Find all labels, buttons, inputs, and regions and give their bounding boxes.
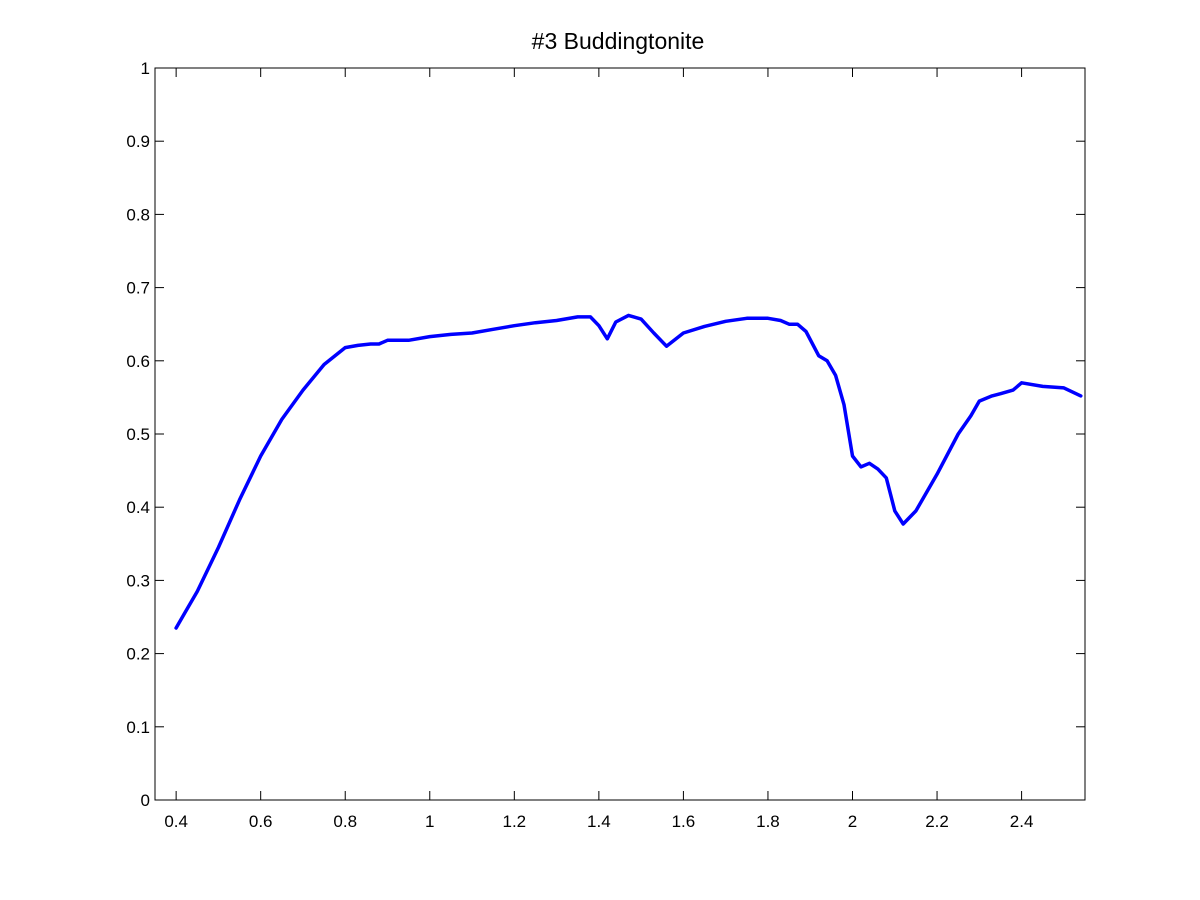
x-tick-label: 1.4: [587, 812, 611, 831]
y-tick-label: 0.5: [126, 425, 150, 444]
y-tick-label: 0.3: [126, 571, 150, 590]
x-tick-label: 2.4: [1010, 812, 1034, 831]
x-tick-label: 0.6: [249, 812, 273, 831]
y-tick-label: 0.7: [126, 279, 150, 298]
series-layer: [174, 313, 1083, 630]
y-tick-label: 0: [141, 791, 150, 810]
series-line: [174, 313, 1083, 630]
x-tick-label: 0.8: [333, 812, 357, 831]
y-tick-label: 0.1: [126, 718, 150, 737]
chart-title: #3 Buddingtonite: [532, 28, 705, 54]
y-axis-ticks: 0 0.1 0.2 0.3 0.4 0.5 0.6 0.7 0.8 0.9 1: [126, 59, 1085, 810]
x-tick-label: 2: [848, 812, 857, 831]
y-tick-label: 0.6: [126, 352, 150, 371]
y-tick-label: 0.8: [126, 205, 150, 224]
x-tick-label: 1.2: [502, 812, 526, 831]
y-tick-label: 0.2: [126, 645, 150, 664]
y-tick-label: 0.9: [126, 132, 150, 151]
x-tick-label: 0.4: [164, 812, 188, 831]
y-tick-label: 0.4: [126, 498, 150, 517]
x-tick-label: 1: [425, 812, 434, 831]
x-axis-ticks: 0.4 0.6 0.8 1 1.2 1.4 1.6 1.8 2 2.2 2.4: [164, 68, 1033, 831]
x-tick-label: 1.6: [672, 812, 696, 831]
x-tick-label: 1.8: [756, 812, 780, 831]
y-tick-label: 1: [141, 59, 150, 78]
x-tick-label: 2.2: [925, 812, 949, 831]
